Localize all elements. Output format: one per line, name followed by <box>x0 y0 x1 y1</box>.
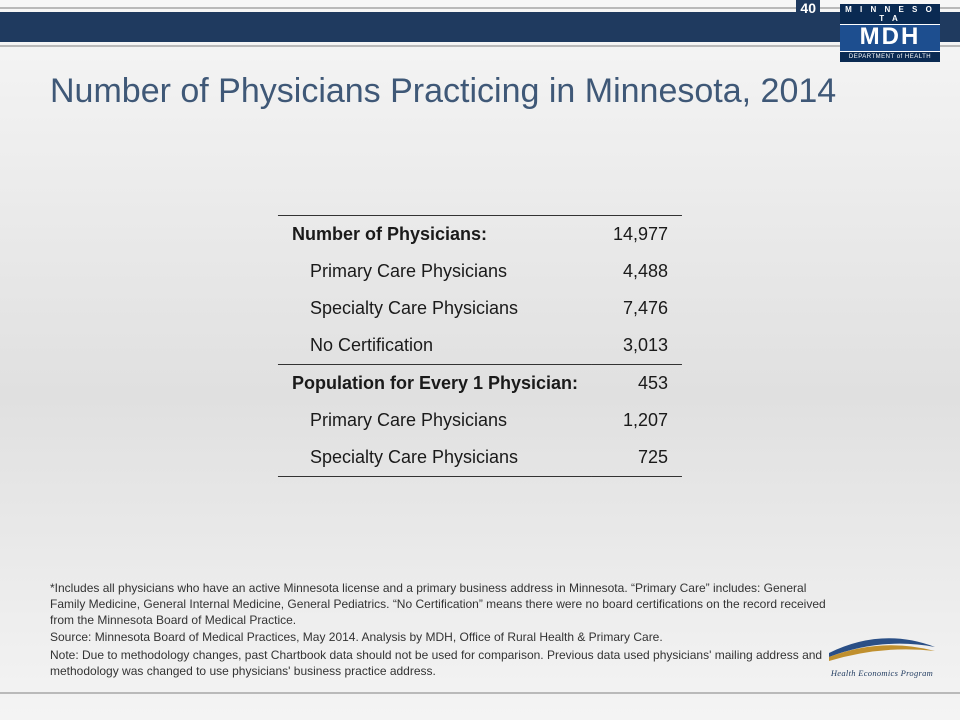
table-row: Specialty Care Physicians 7,476 <box>278 290 682 327</box>
row-label: Primary Care Physicians <box>278 253 592 290</box>
logo-state: M I N N E S O T A <box>840 4 940 24</box>
table-row: Primary Care Physicians 4,488 <box>278 253 682 290</box>
page-number: 40 <box>796 0 820 18</box>
row-value: 4,488 <box>592 253 682 290</box>
row-label: Population for Every 1 Physician: <box>278 365 592 403</box>
row-value: 3,013 <box>592 327 682 365</box>
row-label: No Certification <box>278 327 592 365</box>
footnote-line: Note: Due to methodology changes, past C… <box>50 647 830 679</box>
row-label: Specialty Care Physicians <box>278 439 592 477</box>
mdh-logo: M I N N E S O T A MDH DEPARTMENT of HEAL… <box>840 4 940 62</box>
table-row: Number of Physicians: 14,977 <box>278 216 682 254</box>
row-value: 7,476 <box>592 290 682 327</box>
hep-logo-text: Health Economics Program <box>822 668 942 678</box>
row-label: Primary Care Physicians <box>278 402 592 439</box>
table-row: Population for Every 1 Physician: 453 <box>278 365 682 403</box>
table-row: Primary Care Physicians 1,207 <box>278 402 682 439</box>
swoosh-icon <box>827 633 937 661</box>
physicians-table: Number of Physicians: 14,977 Primary Car… <box>278 215 682 477</box>
row-label: Specialty Care Physicians <box>278 290 592 327</box>
row-value: 453 <box>592 365 682 403</box>
footnote-block: *Includes all physicians who have an act… <box>50 580 830 680</box>
hep-logo: Health Economics Program <box>822 633 942 678</box>
logo-dept: DEPARTMENT of HEALTH <box>840 51 940 62</box>
row-value: 725 <box>592 439 682 477</box>
table-row: Specialty Care Physicians 725 <box>278 439 682 477</box>
row-value: 14,977 <box>592 216 682 254</box>
table-row: No Certification 3,013 <box>278 327 682 365</box>
row-label: Number of Physicians: <box>278 216 592 254</box>
row-value: 1,207 <box>592 402 682 439</box>
footnote-line: Source: Minnesota Board of Medical Pract… <box>50 629 830 645</box>
page-title: Number of Physicians Practicing in Minne… <box>50 70 910 113</box>
bottom-rule <box>0 692 960 694</box>
footnote-line: *Includes all physicians who have an act… <box>50 580 830 629</box>
logo-abbr: MDH <box>840 24 940 51</box>
